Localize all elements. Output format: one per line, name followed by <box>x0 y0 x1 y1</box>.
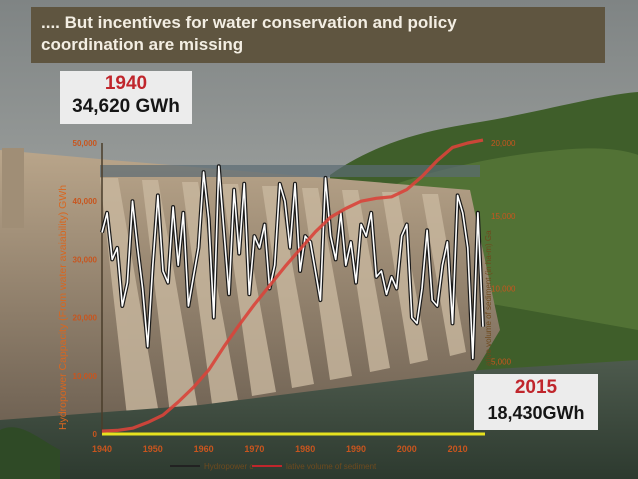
x-tick-label: 1970 <box>244 444 264 454</box>
x-tick-label: 1950 <box>143 444 163 454</box>
x-tick-label: 1960 <box>194 444 214 454</box>
y-tick-label: 40,000 <box>73 197 98 206</box>
x-tick-label: 2010 <box>448 444 468 454</box>
y-tick-label: 0 <box>93 430 98 439</box>
y-tick-label: 50,000 <box>73 139 98 148</box>
dam-left-tower <box>2 148 24 228</box>
x-tick-label: 1980 <box>295 444 315 454</box>
title-line-1: .... But incentives for water conservati… <box>41 13 457 32</box>
callout-end: 2015 18,430GWh <box>474 374 598 430</box>
series-lines <box>100 138 485 433</box>
y-tick-label: 20,000 <box>73 314 98 323</box>
y-tick-label: 30,000 <box>73 255 98 264</box>
chart: Hydropower Cappacity (From water avaiabi… <box>57 138 516 471</box>
y-tick-label-right: 20,000 <box>491 139 516 148</box>
sediment-line <box>101 138 484 433</box>
legend: Hydropower c lative volume of sediment <box>170 462 377 471</box>
callout-start: 1940 34,620 GWh <box>60 71 192 124</box>
y-tick-label-right: 5,000 <box>491 357 512 366</box>
callout-start-value: 34,620 GWh <box>72 96 180 117</box>
x-tick-label: 2000 <box>397 444 417 454</box>
y-tick-labels: 0 10,000 20,000 30,000 40,000 50,000 <box>73 139 98 439</box>
y-tick-labels-right: 5,000 10,000 15,000 20,000 <box>491 139 516 366</box>
title-line-2: coordination are missing <box>41 35 244 54</box>
y-tick-label-right: 15,000 <box>491 212 516 221</box>
legend-label-sediment: lative volume of sediment <box>286 462 377 471</box>
capacity-line <box>101 165 484 360</box>
y-axis-right-title: ative volume of sediment (in ha-m) Ga <box>484 230 493 366</box>
x-tick-labels: 1940 1950 1960 1970 1980 1990 2000 2010 <box>92 444 468 454</box>
title-banner: .... But incentives for water conservati… <box>31 7 605 63</box>
callout-end-value: 18,430GWh <box>487 403 585 423</box>
y-tick-label-right: 10,000 <box>491 285 516 294</box>
dam-crest-road <box>100 165 480 177</box>
x-tick-label: 1940 <box>92 444 112 454</box>
legend-label-capacity: Hydropower c <box>204 462 253 471</box>
callout-end-year: 2015 <box>514 377 558 398</box>
callout-start-year: 1940 <box>104 73 148 94</box>
foreground-trees <box>0 427 60 479</box>
y-tick-label: 10,000 <box>73 372 98 381</box>
y-axis-title: Hydropower Cappacity (From water avaiabi… <box>57 185 69 430</box>
x-tick-label: 1990 <box>346 444 366 454</box>
